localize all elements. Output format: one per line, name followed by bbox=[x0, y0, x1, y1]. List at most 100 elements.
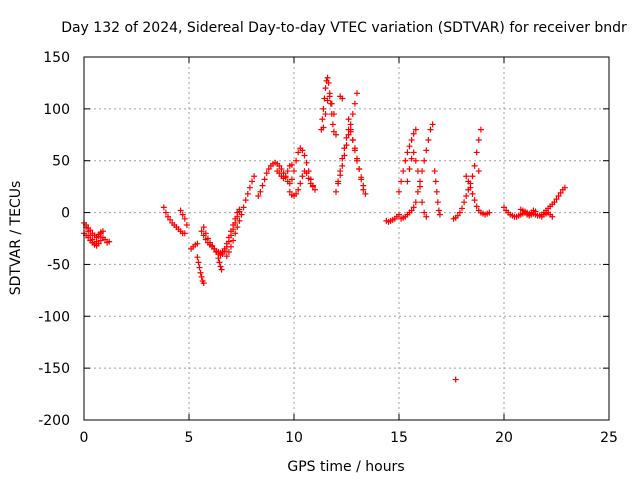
data-point bbox=[354, 157, 360, 164]
data-point bbox=[423, 213, 430, 220]
data-point bbox=[295, 186, 302, 193]
data-point bbox=[406, 143, 413, 150]
data-point bbox=[349, 136, 356, 143]
data-point bbox=[286, 180, 293, 187]
x-tick-label: 15 bbox=[390, 430, 408, 446]
data-point bbox=[91, 241, 98, 248]
data-point bbox=[236, 217, 243, 224]
series-track-7d bbox=[404, 149, 430, 220]
data-point bbox=[234, 224, 241, 231]
data-point bbox=[339, 155, 346, 162]
data-point bbox=[553, 196, 560, 203]
data-point bbox=[234, 213, 241, 220]
data-point bbox=[320, 124, 327, 131]
y-tick-label: -50 bbox=[47, 257, 70, 273]
data-point bbox=[322, 111, 329, 118]
data-point bbox=[282, 173, 289, 180]
x-tick-label: 25 bbox=[600, 430, 618, 446]
data-point bbox=[432, 178, 439, 185]
data-point bbox=[351, 100, 358, 107]
data-point bbox=[303, 159, 310, 166]
data-point bbox=[244, 190, 251, 197]
data-point bbox=[345, 116, 352, 123]
series-track-4a bbox=[255, 145, 318, 199]
data-point bbox=[425, 136, 432, 143]
data-point bbox=[419, 199, 426, 206]
data-point bbox=[471, 162, 478, 169]
data-point bbox=[312, 186, 318, 193]
data-point bbox=[177, 207, 184, 214]
data-point bbox=[305, 175, 312, 182]
data-point bbox=[232, 219, 239, 226]
data-point bbox=[219, 251, 226, 258]
data-point bbox=[236, 208, 243, 215]
data-point bbox=[255, 192, 262, 199]
data-point bbox=[473, 203, 480, 210]
data-point bbox=[463, 192, 470, 199]
data-point bbox=[288, 176, 295, 183]
data-point bbox=[257, 188, 264, 195]
data-point bbox=[341, 145, 348, 152]
data-point bbox=[181, 215, 188, 222]
data-point bbox=[532, 208, 539, 215]
data-point bbox=[343, 142, 350, 149]
y-tick-label: -100 bbox=[38, 309, 70, 325]
data-point bbox=[309, 183, 316, 190]
data-point bbox=[412, 199, 419, 206]
data-point bbox=[421, 157, 428, 164]
data-point bbox=[414, 188, 421, 195]
data-point bbox=[337, 168, 344, 175]
data-point bbox=[354, 90, 360, 97]
data-point bbox=[339, 162, 346, 169]
series-track-4b bbox=[274, 161, 295, 182]
series-track-7a bbox=[383, 211, 402, 225]
data-point bbox=[261, 176, 268, 183]
data-point bbox=[410, 149, 417, 156]
data-point bbox=[321, 95, 328, 102]
data-point bbox=[324, 74, 331, 81]
data-point bbox=[408, 207, 415, 214]
data-point bbox=[288, 161, 295, 168]
data-point bbox=[412, 157, 419, 164]
data-point bbox=[251, 173, 258, 180]
data-point bbox=[179, 211, 186, 218]
data-point bbox=[194, 254, 201, 261]
series-track-5c bbox=[337, 93, 346, 102]
data-point bbox=[469, 190, 476, 197]
data-point bbox=[198, 228, 205, 235]
series-track-3c bbox=[215, 255, 225, 273]
data-point bbox=[297, 180, 304, 187]
x-tick-label: 10 bbox=[285, 430, 303, 446]
series-track-3d bbox=[223, 173, 258, 260]
data-points bbox=[81, 74, 568, 383]
series-track-4c bbox=[286, 168, 316, 199]
data-point bbox=[215, 255, 222, 262]
data-point bbox=[475, 136, 482, 143]
series-track-8c bbox=[475, 168, 482, 175]
data-point bbox=[486, 209, 493, 216]
data-point bbox=[475, 168, 482, 175]
series-track-9c bbox=[538, 184, 568, 218]
series-track-2d bbox=[194, 254, 207, 287]
data-point bbox=[291, 168, 297, 175]
series-track-7b bbox=[396, 126, 419, 195]
data-point bbox=[454, 212, 461, 219]
data-point bbox=[345, 131, 352, 138]
data-point bbox=[557, 189, 564, 196]
data-point bbox=[93, 234, 100, 241]
data-point bbox=[358, 174, 365, 181]
series-track-2b bbox=[177, 207, 190, 229]
series-track-7e bbox=[431, 168, 443, 218]
data-point bbox=[360, 182, 367, 189]
data-point bbox=[165, 213, 171, 220]
data-point bbox=[328, 100, 335, 107]
data-point bbox=[181, 230, 188, 237]
data-point bbox=[276, 170, 283, 177]
data-point bbox=[97, 229, 104, 236]
data-point bbox=[217, 263, 224, 270]
data-point bbox=[396, 188, 402, 195]
data-point bbox=[202, 230, 209, 237]
series-track-8a bbox=[450, 126, 484, 222]
data-point bbox=[223, 253, 230, 260]
data-point bbox=[329, 121, 336, 128]
